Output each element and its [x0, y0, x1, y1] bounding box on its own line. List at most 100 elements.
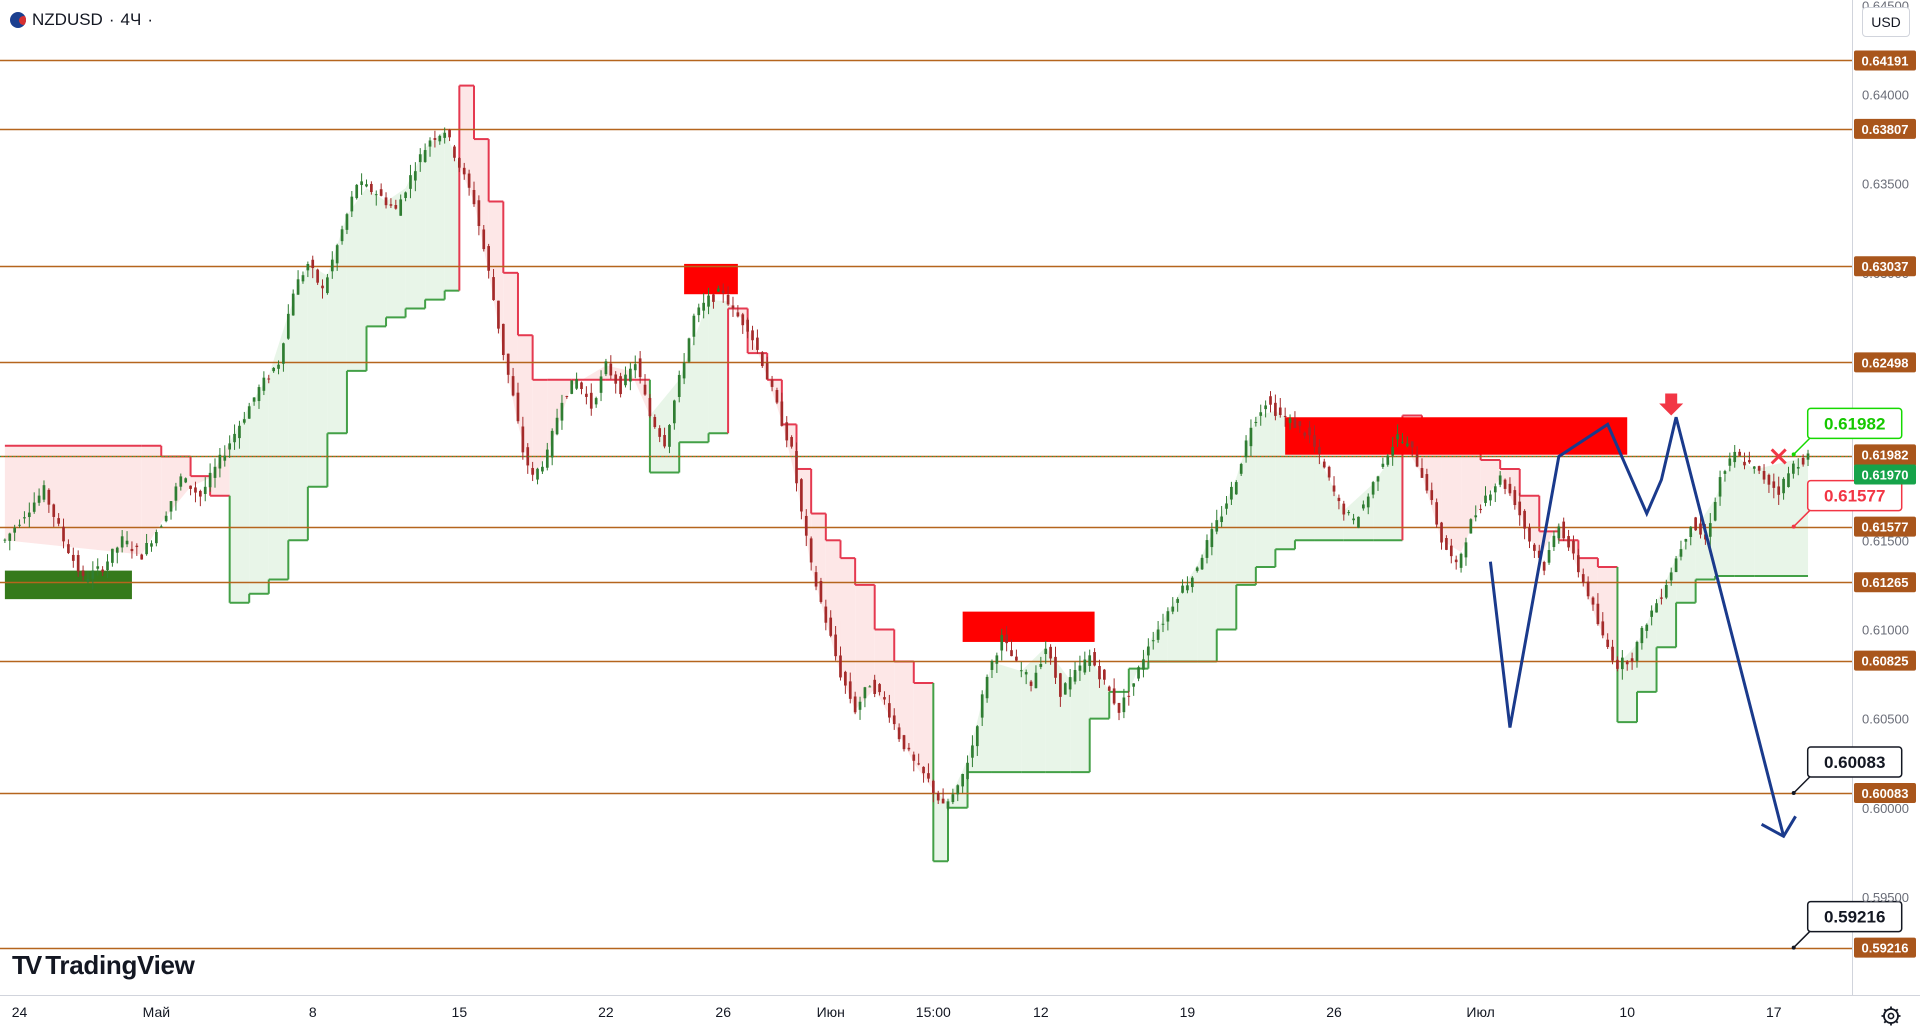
candle-body [1596, 603, 1600, 625]
level-tag-label: 0.64191 [1862, 53, 1909, 68]
candle-body [1142, 659, 1145, 670]
candle-body [399, 199, 403, 216]
x-tick-label: 17 [1766, 1004, 1782, 1020]
candle-body [1225, 503, 1228, 509]
level-price-tag[interactable]: 0.63037 [1854, 256, 1916, 277]
level-price-tag[interactable]: 0.63807 [1854, 118, 1916, 139]
price-callout[interactable]: 0.61982 [1791, 407, 1903, 457]
candle-body [1288, 418, 1292, 423]
candles [3, 127, 1810, 811]
level-price-tag[interactable]: 0.64191 [1854, 50, 1916, 71]
candle-body [389, 204, 393, 206]
supply-zone[interactable] [1285, 417, 1628, 455]
candle-body [326, 277, 329, 294]
candle-body [1342, 503, 1346, 515]
y-tick-label: 0.64000 [1862, 88, 1909, 103]
price-callout[interactable]: 0.60083 [1791, 746, 1903, 795]
x-tick-label: 26 [1326, 1004, 1342, 1020]
level-price-tag[interactable]: 0.61577 [1854, 516, 1916, 537]
candle-body [653, 416, 657, 428]
candle-body [629, 368, 632, 382]
candle-body [589, 392, 593, 409]
time-axis-panel[interactable] [0, 996, 1920, 1034]
candle-body [27, 512, 31, 518]
candle-body [194, 487, 197, 493]
level-price-tag[interactable]: 0.60083 [1854, 782, 1916, 803]
candle-body [1503, 479, 1507, 489]
candle-body [71, 554, 75, 561]
level-tag-label: 0.61577 [1862, 520, 1909, 535]
callout-anchor [1791, 452, 1796, 457]
candle-body [1381, 463, 1385, 467]
candle-body [1220, 516, 1223, 523]
candle-body [1567, 536, 1570, 548]
trail-fill-segment [366, 188, 387, 327]
level-tag-bg [1854, 782, 1916, 803]
candle-body [1611, 646, 1614, 661]
candle-body [1098, 665, 1101, 680]
candle-body [1283, 415, 1287, 417]
candle-body [946, 801, 950, 809]
sell-arrow-icon[interactable] [1659, 393, 1684, 416]
candle-body [1728, 458, 1732, 466]
supply-zone[interactable] [684, 263, 738, 295]
level-price-tag[interactable]: 0.62498 [1854, 352, 1916, 373]
trail-fill-segment [268, 314, 289, 580]
level-price-tag[interactable]: 0.59216 [1854, 937, 1916, 958]
forecast-arrowhead [1760, 815, 1797, 839]
candle-body [951, 794, 955, 803]
level-price-tag[interactable]: 0.61265 [1854, 572, 1916, 593]
x-tick-label: 19 [1180, 1004, 1196, 1020]
forecast-path[interactable] [1488, 416, 1786, 837]
candle-body [760, 352, 764, 367]
candle-body [1440, 522, 1443, 543]
candle-body [1068, 677, 1072, 690]
candle-body [433, 138, 437, 140]
currency-selector[interactable]: USD [1862, 7, 1910, 37]
candle-body [120, 536, 124, 548]
candle-body [570, 380, 574, 394]
candle-body [155, 532, 158, 544]
candle-body [668, 425, 671, 447]
candle-body [1298, 421, 1302, 427]
y-tick-label: 0.63500 [1862, 177, 1909, 192]
symbol-header[interactable]: NZDUSD · 4Ч · [10, 9, 153, 31]
candle-body [1019, 670, 1023, 672]
candle-body [296, 279, 300, 295]
candle-body [1303, 432, 1307, 436]
trail-fill-segment [649, 379, 680, 473]
candle-body [350, 196, 354, 212]
candle-body [418, 154, 422, 163]
candle-body [594, 398, 598, 405]
callout-anchor [1791, 790, 1796, 795]
candle-body [1029, 681, 1033, 686]
candle-body [443, 132, 447, 138]
candle-body [731, 305, 735, 309]
candle-body [672, 400, 676, 424]
callout-box [1806, 900, 1903, 933]
x-tick-label: 26 [715, 1004, 731, 1020]
tradingview-logo-mark: TV [12, 950, 42, 980]
price-callout[interactable]: 0.61577 [1791, 479, 1903, 529]
candle-body [1073, 669, 1077, 682]
candle-body [531, 468, 534, 475]
price-callout[interactable]: 0.59216 [1791, 900, 1903, 950]
supply-zone[interactable] [962, 611, 1095, 642]
level-price-tag[interactable]: 0.60825 [1854, 650, 1916, 671]
last-price-tag[interactable]: 0.61970 [1854, 464, 1916, 485]
candle-body [277, 364, 280, 369]
trail-fill-segment [386, 188, 406, 318]
level-tag-bg [1854, 352, 1916, 373]
candle-body [975, 726, 979, 747]
close-cross-icon[interactable] [1770, 448, 1787, 465]
target-price-tag[interactable]: 0.61982 [1854, 444, 1916, 465]
trail-fill-segment [503, 272, 518, 425]
candle-body [252, 397, 256, 402]
demand-zone[interactable] [4, 570, 132, 600]
candle-body [355, 184, 359, 199]
candle-body [1518, 501, 1522, 516]
gear-icon[interactable] [1880, 1005, 1902, 1027]
candle-body [1606, 639, 1610, 647]
candle-body [839, 655, 842, 678]
